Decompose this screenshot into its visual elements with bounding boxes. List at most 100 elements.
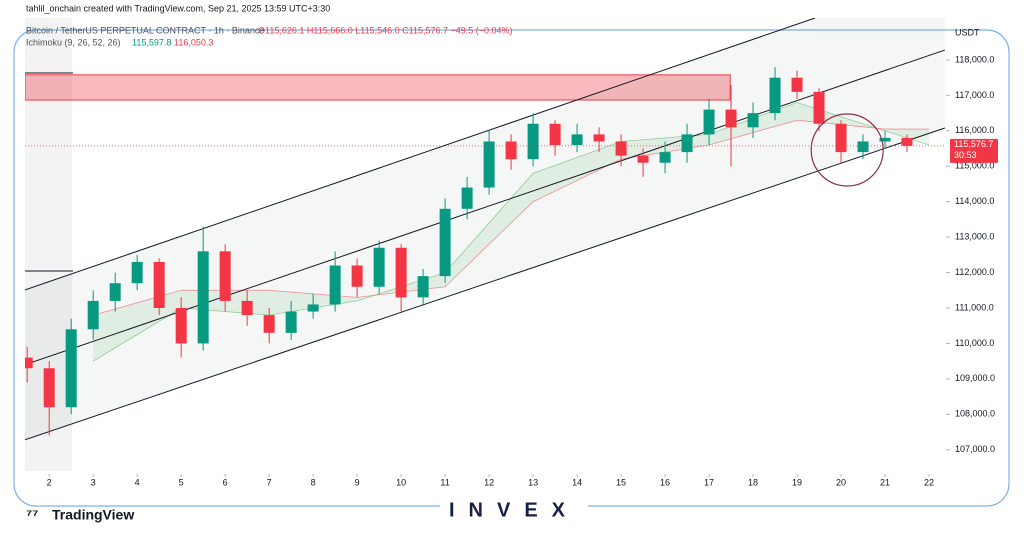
candle-body [791,77,803,92]
candle-body [747,113,759,128]
x-tick-label: 21 [880,477,890,487]
candle-body [879,137,891,142]
candle-body [527,123,539,160]
candle-body [549,123,561,146]
candle-body [285,311,297,333]
candle-body [813,91,825,124]
x-tick-label: 12 [484,477,494,487]
y-tick-label: 116,000.0 [955,125,994,135]
x-tick-label: 10 [396,477,406,487]
y-tick-label: 115,000.0 [955,161,994,171]
x-tick-label: 3 [91,477,96,487]
x-tick-label: 4 [135,477,140,487]
axes: 107,000.0 108,000.0 109,000.0 110,000.0 111,… [47,54,998,487]
candle-body [857,141,869,153]
indicator-name: Ichimoku (9, 26, 52, 26) [26,37,121,47]
channel-line [25,127,945,441]
y-tick-label: 110,000.0 [955,338,994,348]
candle-body [483,141,495,188]
plot-area [25,18,945,441]
candle-body [373,247,385,287]
x-tick-label: 14 [572,477,582,487]
countdown: 30:53 [954,150,977,160]
y-tick-label: 111,000.0 [955,302,994,312]
x-tick-label: 7 [267,477,272,487]
x-tick-label: 20 [836,477,846,487]
watermark: INVEX [449,499,579,521]
candle-body [769,77,781,114]
watermark-bg [440,490,588,526]
y-tick-label: 113,000.0 [955,232,994,242]
indicator-value: 116,050.3 [174,37,213,47]
candle-body [65,329,77,408]
candle-body [395,247,407,298]
candle-body [197,251,209,344]
x-tick-label: 2 [47,477,52,487]
candle-body [593,134,605,142]
candle-body [263,315,275,333]
candle-body [637,155,649,163]
x-tick-label: 18 [748,477,758,487]
candle-body [615,141,627,156]
candle-body [505,141,517,160]
x-tick-label: 16 [660,477,670,487]
brand-icon: ⁷⁷ [26,507,38,524]
candle-body [219,251,231,301]
x-tick-label: 22 [924,477,934,487]
candle-body [725,109,737,128]
x-tick-label: 11 [440,477,449,487]
x-tick-label: 6 [223,477,228,487]
candle-body [835,123,847,153]
candle-body [571,134,583,146]
highlight-circle [810,113,884,187]
last-price-box [950,138,998,163]
y-tick-label: 117,000.0 [955,90,994,100]
x-tick-label: 13 [528,477,538,487]
y-tick-label: 107,000.0 [955,444,995,454]
candle-body [417,276,429,298]
y-tick-label: 114,000.0 [955,196,994,206]
candle-body [703,109,715,135]
indicator-value: 115,597.8 [132,37,171,47]
candle-body [131,261,143,284]
brand-logo: ⁷⁷ TradingView [26,507,134,524]
y-tick-label: 118,000.0 [955,54,994,64]
candle-body [307,304,319,312]
candle-body [109,283,121,301]
candle-body [351,265,363,287]
candle-body [461,187,473,209]
candle-body [901,137,913,146]
y-tick-label: 112,000.0 [955,267,994,277]
candle-body [87,300,99,330]
candle-body [659,152,671,163]
x-tick-label: 15 [616,477,626,487]
ohlc: O115,626.1 H115,666.0 L115,546.0 C115,57… [258,25,513,35]
channel-fill [25,18,945,440]
y-tick-label: 109,000.0 [955,373,995,383]
candle-body [153,261,165,309]
x-tick-label: 9 [355,477,360,487]
y-tick-label: 108,000.0 [955,409,995,419]
x-tick-label: 8 [311,477,316,487]
candle-body [175,308,187,344]
candle-body [43,368,55,408]
x-tick-label: 5 [179,477,184,487]
candle-body [439,208,451,277]
x-tick-label: 17 [704,477,714,487]
candle-body [241,300,253,316]
candle-body [25,357,33,369]
symbol: Bitcoin / TetherUS PERPETUAL CONTRACT · … [26,25,264,35]
candle-body [329,265,341,305]
brand: TradingView [52,507,134,523]
cloud-span-a [92,102,930,362]
credit: tahlil_onchain created with TradingView.… [26,3,330,13]
unit: USDT [955,27,980,37]
x-tick-label: 19 [792,477,802,487]
candle-body [681,134,693,153]
cloud-span-b [93,119,930,316]
last-price-label: 115,576.7 [954,139,993,149]
cloud [93,102,930,362]
channel-line [25,18,816,291]
